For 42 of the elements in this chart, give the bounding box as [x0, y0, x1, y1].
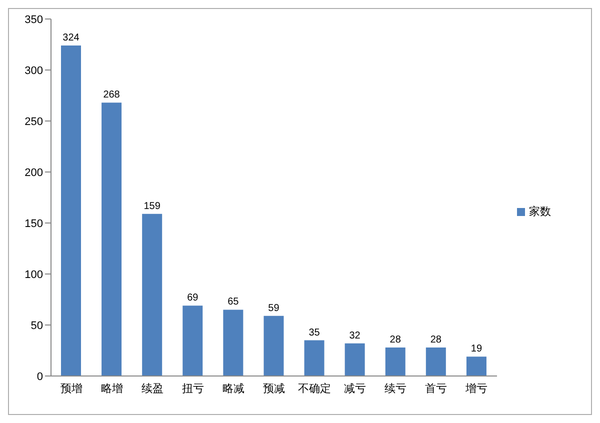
bar — [426, 347, 446, 376]
bar — [142, 214, 162, 376]
bar — [344, 343, 365, 376]
x-tick-label: 首亏 — [425, 382, 448, 395]
data-label: 35 — [308, 327, 320, 338]
bar — [61, 46, 81, 376]
data-label: 268 — [103, 90, 120, 101]
data-label: 69 — [187, 292, 199, 304]
x-tick-label: 不确定 — [298, 382, 332, 395]
x-tick-label: 增亏 — [464, 382, 488, 395]
x-tick-label: 预增 — [60, 382, 82, 395]
data-label: 159 — [144, 200, 161, 212]
data-label: 59 — [268, 302, 280, 314]
data-label: 28 — [430, 334, 442, 346]
data-label: 65 — [228, 296, 240, 308]
x-tick-label: 续亏 — [384, 382, 407, 395]
bar — [223, 310, 244, 376]
y-tick-label: 50 — [30, 320, 43, 332]
x-tick-label: 扭亏 — [182, 382, 204, 395]
y-tick-label: 150 — [24, 218, 43, 230]
x-tick-label: 减亏 — [344, 382, 366, 395]
y-tick-label: 100 — [24, 268, 43, 281]
legend-label: 家数 — [529, 206, 551, 218]
bar — [466, 356, 486, 376]
y-tick-label: 200 — [24, 166, 43, 179]
bar — [182, 306, 203, 376]
x-tick-label: 略增 — [100, 382, 123, 395]
data-label: 32 — [349, 330, 361, 342]
x-tick-label: 续盈 — [141, 382, 164, 395]
bar — [102, 102, 122, 376]
bar — [385, 347, 406, 376]
x-tick-label: 略减 — [222, 382, 244, 395]
bar — [304, 340, 324, 376]
data-label: 28 — [390, 334, 402, 346]
y-tick-label: 0 — [36, 370, 43, 383]
y-tick-label: 350 — [24, 14, 43, 26]
data-label: 324 — [62, 32, 80, 44]
x-tick-label: 预减 — [263, 382, 285, 395]
data-label: 19 — [470, 344, 482, 355]
y-tick-label: 250 — [24, 116, 43, 128]
bar — [264, 316, 284, 376]
y-tick-label: 300 — [24, 64, 43, 77]
